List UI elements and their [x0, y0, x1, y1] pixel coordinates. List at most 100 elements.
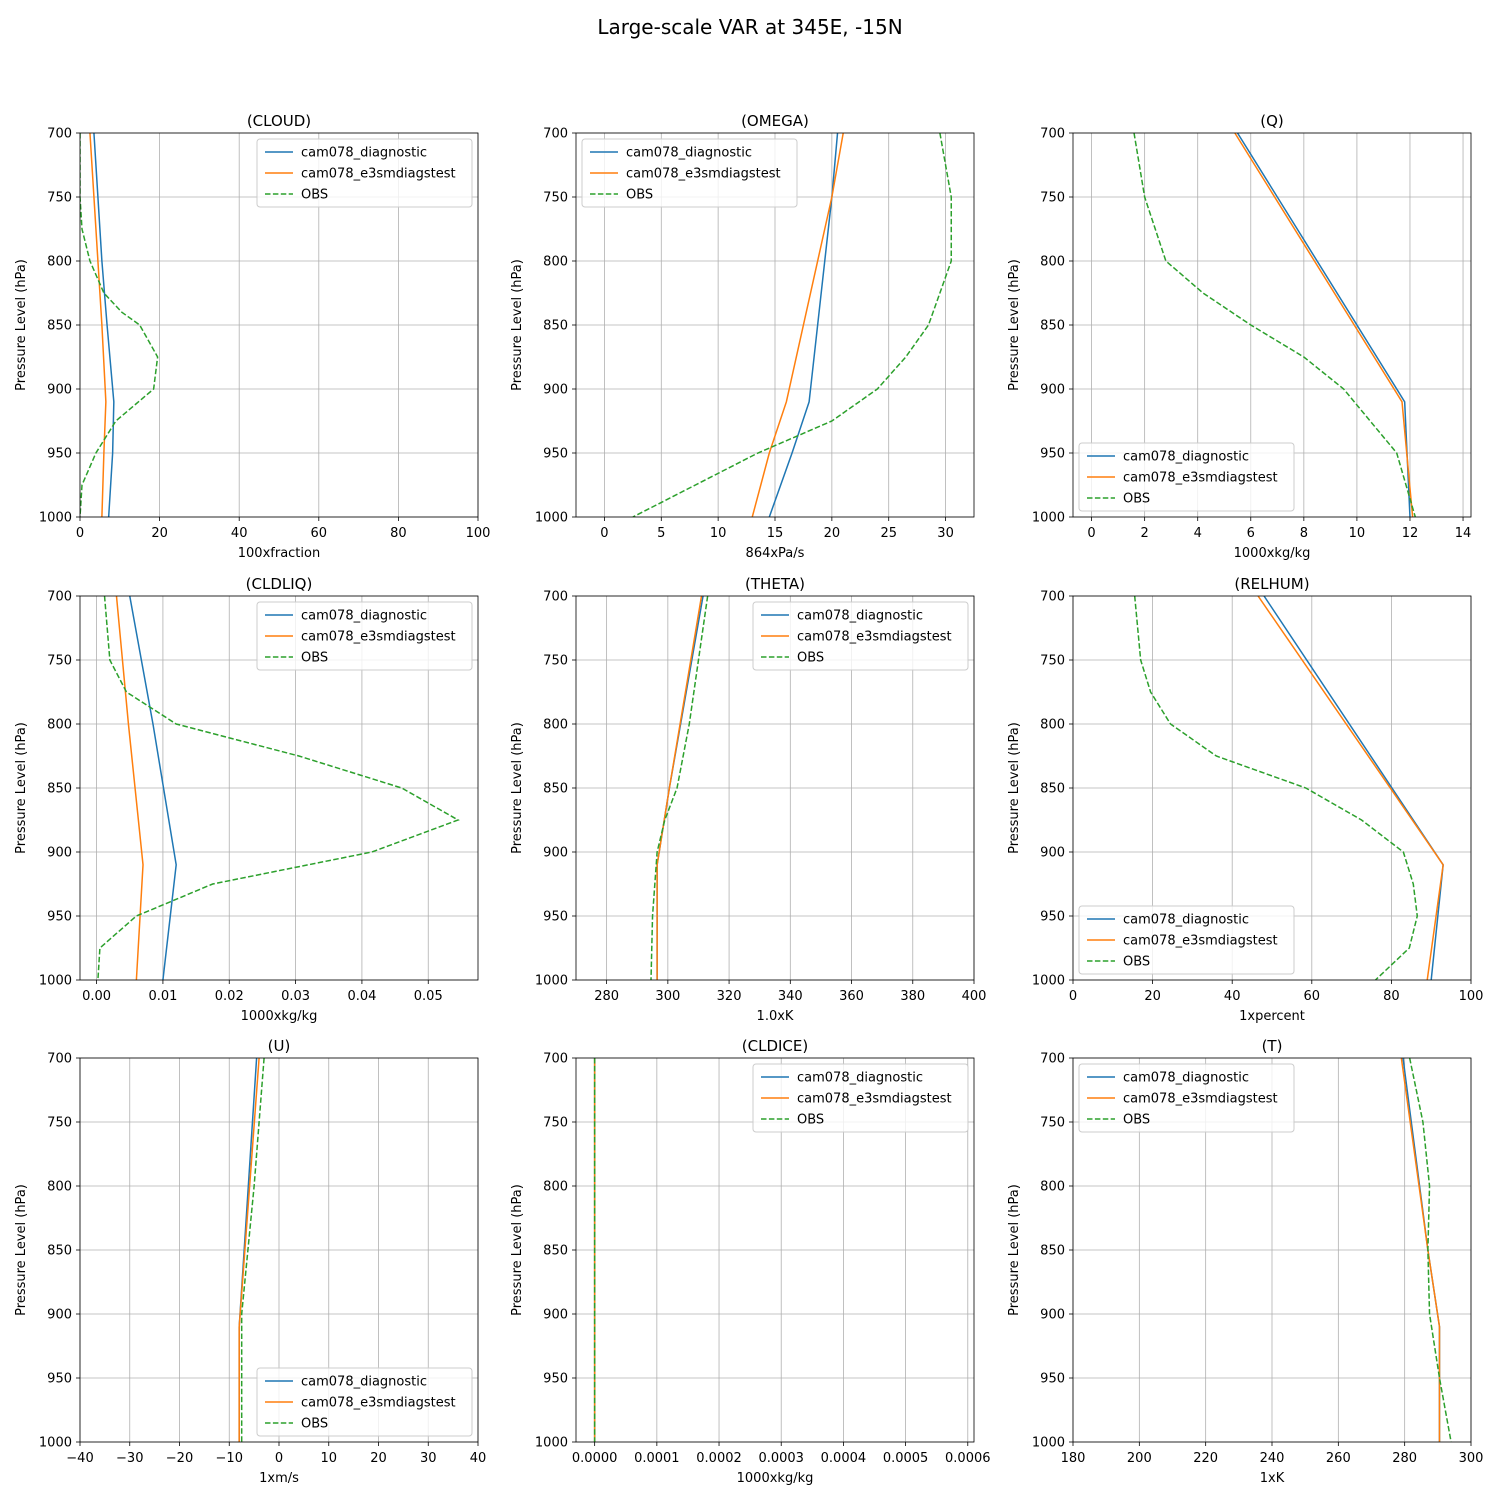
y-tick-label: 850 — [47, 319, 72, 334]
series-line-cam078_diagnostic — [93, 133, 115, 517]
x-axis-label: 1xm/s — [259, 1471, 299, 1486]
chart-panel-8: 180 200 220 240 260 280 300 700 750 800 850 900 950 1… — [1007, 1037, 1483, 1486]
series-line-cam078_e3smdiagstest — [115, 596, 144, 980]
x-tick-label: 0.04 — [347, 989, 376, 1004]
x-tick-label: 4 — [1194, 526, 1202, 541]
series-line-OBS — [1133, 133, 1417, 517]
y-tick-label: 850 — [543, 1244, 568, 1259]
legend-entry: OBS — [301, 1417, 328, 1432]
y-tick-label: 900 — [1040, 846, 1065, 861]
x-tick-label: 340 — [778, 989, 803, 1004]
x-tick-label: 300 — [655, 989, 680, 1004]
chart-panel-0: 0 20 40 60 80 100 700 750 800 850 900 950 1000 (CLOUD… — [14, 112, 490, 561]
x-tick-label: 8 — [1300, 526, 1308, 541]
series-line-OBS — [80, 133, 159, 517]
x-tick-label: 220 — [1193, 1451, 1218, 1466]
y-tick-label: 1000 — [1032, 1436, 1065, 1451]
y-tick-label: 800 — [1040, 718, 1065, 733]
y-tick-label: 700 — [543, 1052, 568, 1067]
x-tick-label: 80 — [390, 526, 407, 541]
legend-entry: cam078_diagnostic — [1123, 450, 1249, 465]
x-tick-label: 0 — [1069, 989, 1077, 1004]
x-tick-label: 380 — [900, 989, 925, 1004]
x-tick-label: 180 — [1061, 1451, 1086, 1466]
y-tick-label: 900 — [47, 846, 72, 861]
legend-entry: cam078_e3smdiagstest — [301, 167, 456, 182]
chart-panel-6: −40 −30 −20 −10 0 10 20 30 40 700 750 800 850 900 950 1… — [14, 1037, 486, 1486]
series-line-cam078_e3smdiagstest — [89, 133, 107, 517]
y-tick-label: 950 — [1040, 910, 1065, 925]
y-tick-label: 900 — [543, 846, 568, 861]
legend: cam078_diagnostic cam078_e3smdiagstest OBS — [256, 1367, 473, 1437]
panel-title: (CLDICE) — [742, 1037, 808, 1055]
x-tick-label: 360 — [839, 989, 864, 1004]
x-tick-label: 100 — [466, 526, 491, 541]
x-tick-label: 14 — [1455, 526, 1472, 541]
y-tick-label: 950 — [47, 447, 72, 462]
y-axis-label: Pressure Level (hPa) — [1007, 1184, 1022, 1316]
y-tick-label: 1000 — [1032, 974, 1065, 989]
legend-box — [1078, 905, 1295, 975]
y-tick-label: 800 — [543, 255, 568, 270]
y-tick-label: 850 — [47, 1244, 72, 1259]
y-axis-label: Pressure Level (hPa) — [14, 259, 29, 391]
series-line-OBS — [1408, 1058, 1452, 1442]
legend-box — [1078, 442, 1295, 512]
panel-title: (RELHUM) — [1234, 575, 1309, 593]
y-tick-label: 850 — [1040, 319, 1065, 334]
y-tick-label: 950 — [543, 447, 568, 462]
legend-entry: OBS — [797, 651, 824, 666]
series-line-OBS — [632, 133, 953, 517]
y-tick-label: 800 — [47, 1180, 72, 1195]
legend-box — [256, 601, 473, 671]
panel-title: (OMEGA) — [741, 112, 809, 130]
legend-entry: cam078_diagnostic — [301, 1375, 427, 1390]
series-line-cam078_e3smdiagstest — [656, 596, 703, 980]
legend-box — [752, 601, 969, 671]
y-tick-label: 900 — [47, 383, 72, 398]
x-tick-label: 0.01 — [148, 989, 177, 1004]
y-tick-label: 1000 — [39, 974, 72, 989]
legend-entry: OBS — [1123, 1113, 1150, 1128]
panel-title: (Q) — [1260, 112, 1284, 130]
x-tick-label: 0 — [275, 1451, 283, 1466]
series-line-cam078_e3smdiagstest — [238, 1058, 260, 1442]
x-tick-label: −30 — [116, 1451, 143, 1466]
y-tick-label: 750 — [543, 1116, 568, 1131]
x-tick-label: 100 — [1459, 989, 1484, 1004]
y-tick-label: 800 — [1040, 1180, 1065, 1195]
y-tick-label: 950 — [543, 1372, 568, 1387]
y-tick-label: 700 — [47, 590, 72, 605]
series-line-cam078_e3smdiagstest — [1400, 1058, 1441, 1442]
x-tick-label: 400 — [962, 989, 987, 1004]
x-tick-label: 60 — [311, 526, 328, 541]
y-tick-label: 700 — [1040, 127, 1065, 142]
y-tick-label: 800 — [47, 255, 72, 270]
legend-entry: OBS — [1123, 492, 1150, 507]
legend-entry: cam078_e3smdiagstest — [1123, 1092, 1278, 1107]
y-tick-label: 1000 — [535, 974, 568, 989]
x-tick-label: 0.0006 — [945, 1451, 991, 1466]
y-axis-label: Pressure Level (hPa) — [510, 722, 525, 854]
y-tick-label: 750 — [543, 654, 568, 669]
legend: cam078_diagnostic cam078_e3smdiagstest OBS — [1078, 1063, 1295, 1133]
x-tick-label: 0.02 — [215, 989, 244, 1004]
legend-entry: OBS — [301, 188, 328, 203]
y-axis-label: Pressure Level (hPa) — [14, 722, 29, 854]
x-tick-label: 15 — [767, 526, 784, 541]
series-line-cam078_e3smdiagstest — [751, 133, 844, 517]
y-tick-label: 750 — [47, 654, 72, 669]
legend-entry: cam078_e3smdiagstest — [797, 1092, 952, 1107]
x-tick-label: 10 — [1349, 526, 1366, 541]
y-tick-label: 1000 — [1032, 511, 1065, 526]
series-line-OBS — [1133, 596, 1419, 980]
y-tick-label: 1000 — [535, 1436, 568, 1451]
x-axis-label: 1.0xK — [757, 1009, 794, 1024]
series-line-cam078_diagnostic — [1236, 133, 1411, 517]
x-tick-label: 320 — [717, 989, 742, 1004]
x-tick-label: −40 — [66, 1451, 93, 1466]
x-tick-label: 0.0003 — [758, 1451, 804, 1466]
x-tick-label: 10 — [710, 526, 727, 541]
legend: cam078_diagnostic cam078_e3smdiagstest OBS — [256, 138, 473, 208]
